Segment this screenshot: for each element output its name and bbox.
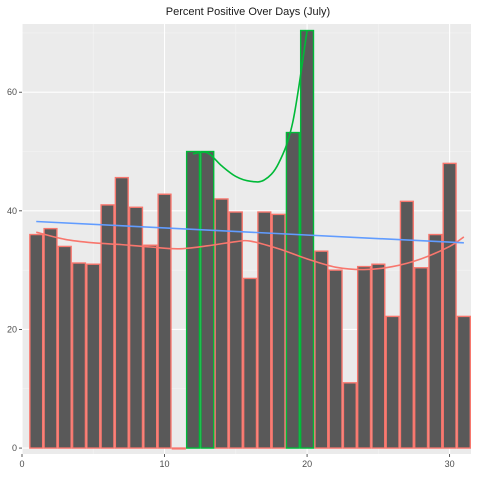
axis-ticks: 0 10 20 30 0 20 40 60: [7, 87, 455, 469]
bar-red-day-26: [385, 315, 400, 449]
bar-red-day-10: [157, 193, 172, 449]
bar-red-day-25: [371, 263, 386, 449]
bar-red-day-22: [328, 269, 343, 449]
bar-red-day-2: [43, 227, 58, 449]
bar-red-day-29: [428, 233, 443, 449]
bar-green-day-19: [285, 131, 300, 449]
bar-red-day-27: [399, 200, 414, 449]
bar-red-day-5: [86, 263, 101, 449]
y-tick-label: 60: [7, 87, 17, 97]
x-tick-label: 30: [445, 459, 455, 469]
bar-red-day-18: [271, 213, 286, 449]
y-tick-label: 0: [12, 443, 17, 453]
trend-lines: [36, 30, 465, 271]
bar-red-day-28: [413, 267, 429, 449]
bar-red-day-17: [257, 211, 272, 449]
trend-line-overall: [36, 220, 464, 244]
y-tick-label: 20: [7, 324, 17, 334]
bar-red-day-9: [143, 244, 158, 449]
bar-red-day-21: [314, 250, 329, 449]
bar-red-day-30: [442, 162, 457, 449]
bar-red-day-11: [171, 447, 186, 450]
bar-green-day-12: [185, 150, 201, 449]
bar-red-day-4: [71, 262, 87, 449]
bar-red-day-31: [456, 315, 471, 449]
bar-green-day-20: [299, 29, 315, 449]
bar-red-day-1: [29, 233, 44, 449]
bar-red-day-24: [356, 265, 372, 449]
bar-red-day-6: [100, 204, 115, 449]
trend-line-red: [36, 231, 465, 271]
x-tick-label: 0: [19, 459, 24, 469]
bar-red-day-3: [57, 245, 72, 449]
bar-red-day-14: [214, 198, 229, 449]
bar-red-day-23: [342, 382, 357, 449]
chart-title: Percent Positive Over Days (July): [166, 6, 330, 18]
y-tick-label: 40: [7, 206, 17, 216]
bar-red-day-16: [242, 277, 258, 449]
x-tick-label: 10: [160, 459, 170, 469]
bar-green-day-13: [200, 150, 215, 449]
bar-red-day-15: [228, 211, 243, 449]
trend-line-green: [192, 30, 308, 183]
bar-red-day-8: [128, 206, 144, 449]
x-tick-label: 20: [302, 459, 312, 469]
bar-red-day-7: [114, 176, 129, 449]
